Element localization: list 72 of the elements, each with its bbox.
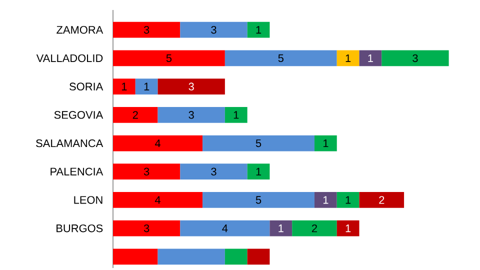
data-label: 1: [278, 224, 284, 232]
data-label: 3: [188, 111, 194, 119]
bar: [314, 192, 337, 208]
bar: [224, 106, 248, 123]
data-label: 5: [256, 139, 262, 148]
y-tick-label: SEGOVIA: [54, 111, 104, 119]
bar: [202, 192, 314, 208]
data-label: 3: [144, 26, 150, 34]
data-label: 4: [222, 224, 228, 232]
bar: [113, 22, 180, 38]
bar: [359, 192, 404, 208]
bar: [113, 220, 180, 236]
bar: [113, 192, 203, 208]
bar: [135, 78, 158, 94]
data-label: 3: [211, 168, 216, 176]
data-label: 3: [211, 26, 216, 34]
data-label: 1: [234, 111, 239, 119]
data-label: 2: [132, 111, 138, 119]
data-label: 4: [154, 139, 160, 148]
y-tick-label: LEON: [74, 196, 102, 204]
bar: [336, 192, 360, 208]
bar: [113, 106, 158, 123]
data-label: 3: [412, 54, 418, 62]
bar: [113, 164, 180, 180]
bar: [382, 50, 449, 66]
bar: [270, 220, 292, 236]
y-tick-label: SORIA: [70, 82, 104, 90]
data-label: 1: [323, 196, 328, 204]
bar: [180, 220, 270, 236]
data-label: 1: [144, 82, 150, 90]
data-label: 5: [278, 54, 284, 62]
y-tick-label: ZAMORA: [56, 26, 104, 34]
data-label: 3: [144, 168, 150, 176]
bar: [113, 248, 158, 265]
bar: [202, 135, 314, 152]
data-label: 2: [312, 224, 317, 232]
data-label: 1: [346, 196, 351, 204]
bar: [158, 106, 225, 123]
data-label: 1: [368, 54, 373, 62]
bar: [247, 164, 270, 180]
bar: [314, 135, 337, 152]
bar: [180, 22, 248, 38]
y-tick-label: SALAMANCA: [36, 139, 104, 148]
data-label: 3: [144, 224, 150, 232]
bar: [158, 78, 225, 94]
data-label: 2: [379, 196, 384, 204]
data-label: 1: [122, 82, 127, 90]
data-label: 1: [256, 26, 262, 34]
bar: [224, 248, 248, 265]
bar: [336, 220, 360, 236]
y-tick-label: PALENCIA: [50, 168, 104, 176]
data-label: 1: [323, 139, 328, 148]
data-label: 1: [346, 224, 351, 232]
bar: [113, 135, 203, 152]
bar: [247, 248, 270, 265]
bar: [113, 50, 225, 66]
y-tick-label: VALLADOLID: [36, 54, 103, 62]
data-label: 5: [256, 196, 262, 204]
data-label: 1: [346, 54, 351, 62]
bar: [247, 22, 270, 38]
bar: [224, 50, 337, 66]
bar: [158, 248, 225, 265]
data-label: 1: [256, 168, 262, 176]
bar: [113, 78, 136, 94]
bar: [292, 220, 337, 236]
data-label: 3: [188, 82, 194, 90]
data-label: 5: [166, 54, 172, 62]
bar: [336, 50, 360, 66]
y-tick-label: BURGOS: [56, 224, 103, 232]
bar: [359, 50, 382, 66]
bar: [180, 164, 248, 180]
data-label: 4: [154, 196, 160, 204]
